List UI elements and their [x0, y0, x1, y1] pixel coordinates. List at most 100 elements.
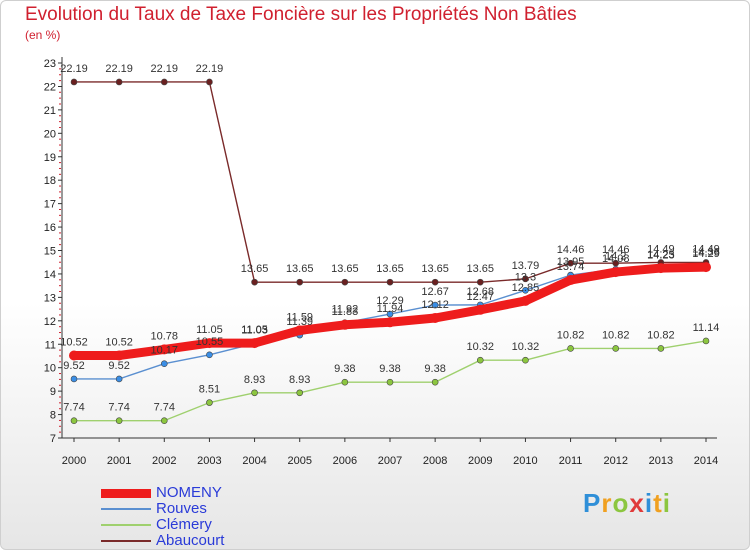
data-point-abaucourt — [160, 78, 168, 86]
data-point-clemery — [567, 345, 574, 352]
y-tick-label: 20 — [44, 128, 56, 140]
logo-letter: P — [583, 488, 602, 518]
data-label-nomeny: 10.52 — [60, 337, 88, 349]
data-point-nomeny — [249, 338, 260, 349]
data-point-abaucourt — [206, 78, 213, 86]
data-label-nomeny: 11.05 — [241, 324, 268, 336]
data-point-clemery — [386, 378, 394, 386]
data-label-rouves: 14.36 — [692, 247, 720, 259]
data-label-clemery: 8.51 — [199, 384, 220, 396]
y-tick-label: 23 — [44, 58, 56, 70]
data-label-nomeny: 11.94 — [377, 303, 404, 315]
data-label-abaucourt: 13.65 — [331, 263, 359, 275]
x-tick-label: 2013 — [649, 455, 673, 467]
data-label-abaucourt: 22.19 — [151, 63, 179, 75]
data-label-abaucourt: 13.65 — [241, 263, 269, 275]
y-tick-label: 14 — [44, 269, 56, 281]
data-label-rouves: 10.17 — [151, 345, 179, 357]
data-label-clemery: 7.74 — [108, 402, 129, 414]
data-label-nomeny: 14.29 — [692, 248, 720, 260]
data-point-rouves — [431, 301, 439, 309]
data-point-rouves — [160, 360, 168, 368]
logo-letter: i — [644, 488, 654, 518]
data-point-nomeny — [114, 350, 125, 361]
y-tick-label: 13 — [44, 292, 56, 304]
data-point-abaucourt — [70, 78, 78, 86]
data-point-clemery — [115, 417, 123, 424]
data-label-rouves: 11.92 — [331, 304, 358, 316]
data-point-abaucourt — [386, 278, 394, 286]
data-label-nomeny: 10.52 — [105, 337, 133, 349]
data-point-nomeny — [655, 263, 666, 274]
data-label-abaucourt: 13.65 — [376, 263, 404, 275]
x-tick-label: 2003 — [197, 455, 221, 467]
data-label-rouves: 14.2 — [605, 250, 626, 262]
logo-letter: o — [612, 488, 630, 518]
data-point-nomeny — [339, 319, 350, 330]
data-point-nomeny — [385, 317, 395, 328]
y-tick-label: 9 — [50, 386, 56, 398]
logo-letter: r — [601, 488, 613, 518]
x-tick-label: 2007 — [378, 455, 402, 467]
data-label-clemery: 9.38 — [334, 363, 355, 375]
data-label-nomeny: 11.05 — [196, 324, 223, 336]
data-point-nomeny — [204, 338, 215, 349]
data-label-nomeny: 11.83 — [331, 306, 358, 318]
x-tick-label: 2005 — [287, 455, 311, 467]
legend-swatch-clemery — [101, 524, 151, 526]
data-label-abaucourt: 14.49 — [647, 243, 675, 255]
data-point-clemery — [251, 389, 258, 397]
y-tick-label: 18 — [44, 175, 56, 187]
data-label-abaucourt: 14.49 — [692, 243, 720, 255]
legend-swatch-nomeny — [101, 489, 151, 498]
data-point-abaucourt — [567, 259, 574, 267]
x-tick-label: 2004 — [242, 455, 266, 467]
y-tick-label: 19 — [44, 152, 56, 164]
y-tick-label: 11 — [45, 339, 56, 351]
legend-label-clemery: Clémery — [156, 516, 212, 533]
data-point-nomeny — [430, 313, 441, 323]
logo-letter: i — [662, 488, 671, 518]
data-label-clemery: 10.32 — [512, 341, 540, 353]
data-label-abaucourt: 14.46 — [557, 244, 585, 256]
data-point-abaucourt — [296, 278, 304, 286]
data-point-abaucourt — [476, 278, 484, 286]
data-label-nomeny: 14.08 — [602, 253, 630, 265]
y-tick-label: 7 — [50, 433, 56, 445]
y-tick-label: 10 — [44, 363, 56, 375]
logo-letter: x — [629, 488, 645, 518]
data-point-nomeny — [610, 267, 621, 278]
data-point-clemery — [431, 378, 439, 386]
logo-letter: t — [653, 488, 663, 518]
x-tick-label: 2006 — [333, 455, 357, 467]
data-point-abaucourt — [115, 78, 123, 86]
proxiti-logo: Proxiti — [583, 488, 671, 519]
x-tick-label: 2008 — [423, 455, 447, 467]
data-label-abaucourt: 22.19 — [105, 63, 133, 75]
data-label-rouves: 13.3 — [515, 271, 536, 283]
data-point-nomeny — [475, 304, 486, 315]
data-label-clemery: 9.38 — [379, 363, 400, 375]
x-tick-label: 2010 — [513, 455, 537, 467]
x-tick-label: 2002 — [152, 455, 176, 467]
legend-label-rouves: Rouves — [156, 500, 207, 517]
y-tick-label: 12 — [44, 316, 56, 328]
data-label-rouves: 9.52 — [63, 360, 84, 372]
y-tick-label: 16 — [44, 222, 56, 234]
legend-swatch-abaucourt — [101, 540, 151, 542]
data-label-nomeny: 12.12 — [421, 299, 449, 311]
y-tick-label: 8 — [50, 410, 56, 422]
data-point-clemery — [206, 399, 213, 406]
data-point-nomeny — [69, 350, 79, 361]
data-point-clemery — [296, 389, 304, 397]
data-point-nomeny — [294, 325, 305, 336]
data-point-clemery — [476, 356, 484, 364]
data-label-clemery: 8.93 — [289, 374, 310, 386]
data-point-abaucourt — [341, 278, 349, 286]
data-label-rouves: 12.67 — [421, 286, 449, 298]
data-label-rouves: 12.29 — [376, 295, 404, 307]
data-point-clemery — [702, 337, 710, 345]
data-point-abaucourt — [431, 278, 439, 286]
